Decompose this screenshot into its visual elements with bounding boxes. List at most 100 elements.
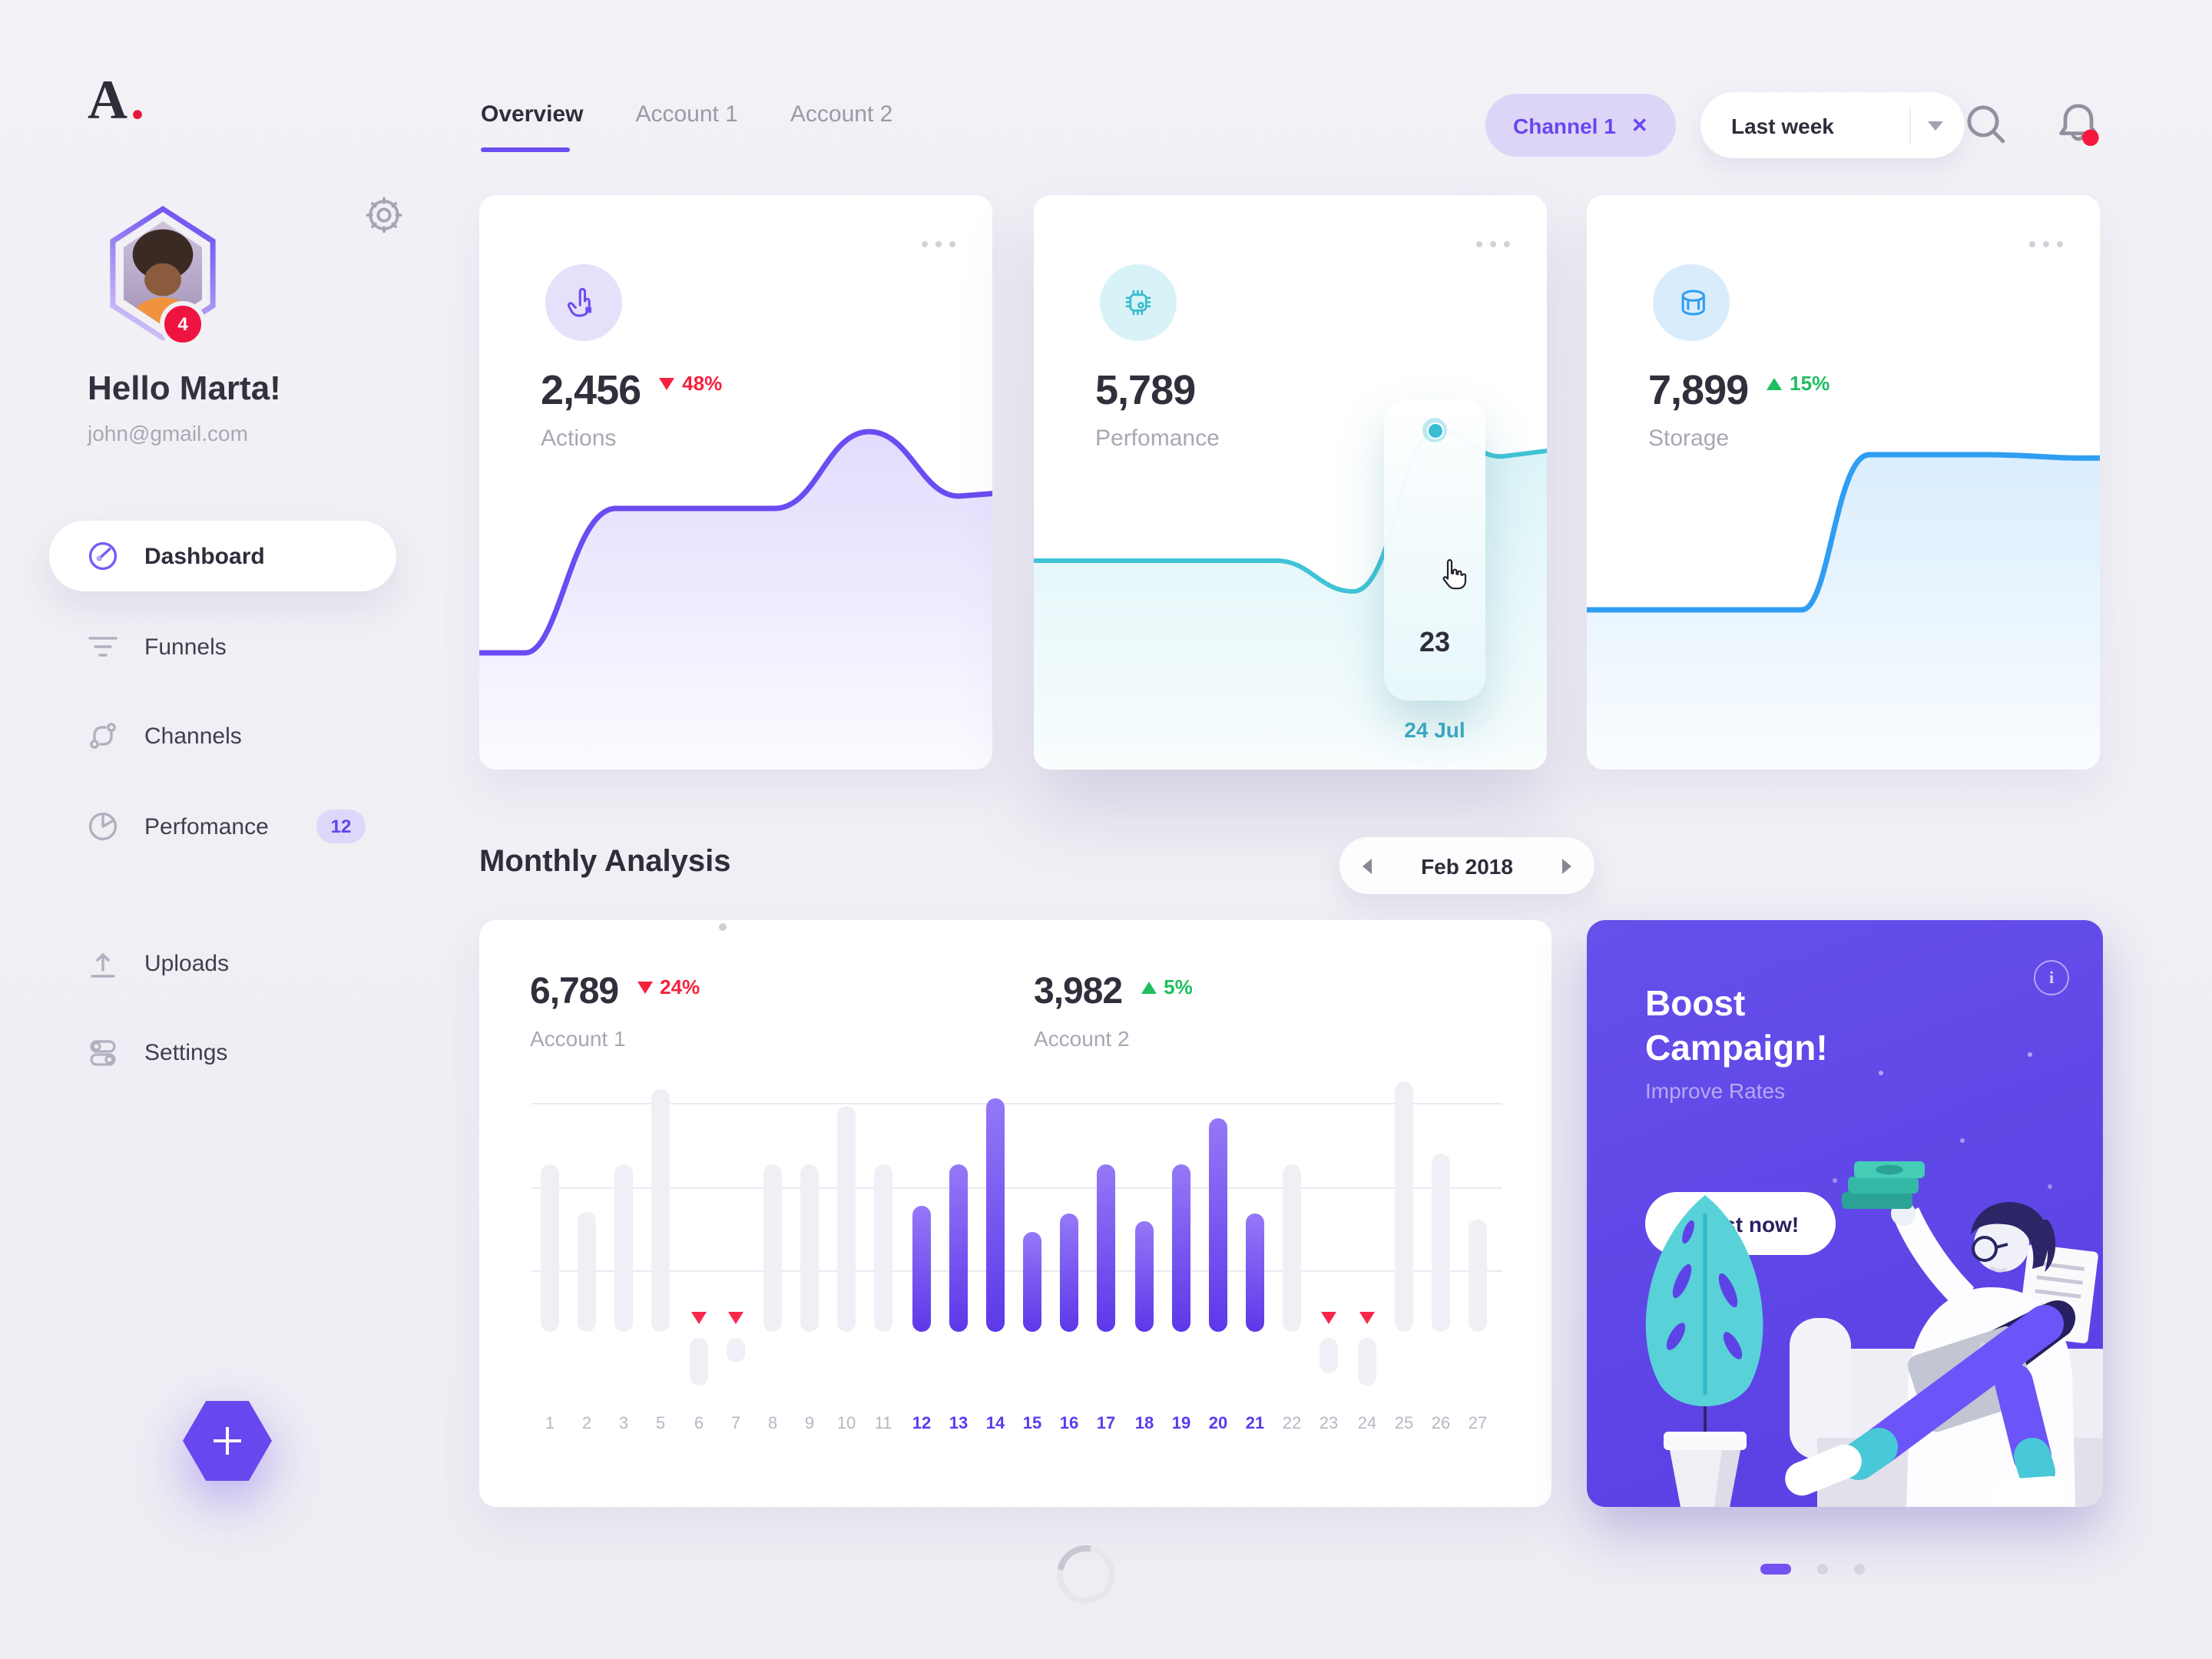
actions-tap-icon bbox=[545, 264, 622, 341]
campaign-title: Boost Campaign! bbox=[1645, 982, 1828, 1071]
chart-point-marker bbox=[1422, 418, 1447, 442]
chart-bar-day-20 bbox=[1209, 1118, 1227, 1332]
day-label: 15 bbox=[1022, 1415, 1042, 1433]
day-label: 22 bbox=[1282, 1415, 1302, 1433]
day-label: 18 bbox=[1134, 1415, 1154, 1433]
tab-account-2[interactable]: Account 2 bbox=[790, 101, 893, 127]
delta-arrow-icon bbox=[1141, 981, 1157, 993]
gridline bbox=[531, 1187, 1502, 1189]
chart-bar-day-27 bbox=[1469, 1220, 1487, 1332]
info-icon[interactable]: i bbox=[2034, 960, 2069, 995]
card-handle-dot bbox=[719, 923, 727, 931]
delta-text: 24% bbox=[660, 975, 700, 998]
search-icon[interactable] bbox=[1962, 100, 2011, 149]
chart-bar-day-19 bbox=[1172, 1164, 1190, 1332]
chart-bar-day-5 bbox=[651, 1089, 670, 1332]
storage-label: Storage bbox=[1648, 426, 1730, 452]
actions-area-chart bbox=[479, 429, 992, 770]
sidebar-item-label: Uploads bbox=[144, 950, 230, 976]
day-label: 23 bbox=[1319, 1415, 1339, 1433]
account-1-value: 6,789 bbox=[530, 971, 619, 1012]
sidebar-item-settings[interactable]: Settings bbox=[49, 1017, 396, 1088]
sidebar-item-uploads[interactable]: Uploads bbox=[49, 928, 396, 998]
campaign-illustration bbox=[1645, 1161, 2103, 1507]
sidebar-item-label: Perfomance bbox=[144, 813, 269, 839]
channel-filter-chip[interactable]: Channel 1 ✕ bbox=[1485, 94, 1676, 157]
day-label: 25 bbox=[1394, 1415, 1414, 1433]
cursor-hand-icon bbox=[1442, 558, 1467, 590]
add-new-button[interactable] bbox=[183, 1401, 272, 1481]
notifications-bell-icon[interactable] bbox=[2052, 97, 2101, 147]
chart-bar-day-22 bbox=[1283, 1164, 1301, 1332]
day-label: 27 bbox=[1468, 1415, 1488, 1433]
day-label: 20 bbox=[1208, 1415, 1228, 1433]
prev-month-icon[interactable] bbox=[1363, 858, 1372, 873]
chart-bar-day-7 bbox=[727, 1338, 745, 1363]
chart-bar-day-23 bbox=[1320, 1338, 1338, 1373]
performance-count-badge: 12 bbox=[316, 810, 366, 843]
loading-spinner bbox=[1045, 1534, 1127, 1615]
chart-bar-day-16 bbox=[1060, 1214, 1078, 1332]
brand-logo-letter: A bbox=[88, 69, 127, 131]
monthly-bar-chart bbox=[531, 1081, 1502, 1386]
perfomance-chip-icon bbox=[1100, 264, 1177, 341]
card-menu-ellipsis[interactable] bbox=[2029, 241, 2063, 247]
delta-text: 15% bbox=[1790, 372, 1830, 395]
day-label: 9 bbox=[804, 1415, 815, 1433]
settings-gear-icon[interactable] bbox=[363, 194, 406, 237]
card-menu-ellipsis[interactable] bbox=[1476, 241, 1510, 247]
chart-bar-day-18 bbox=[1135, 1221, 1154, 1332]
actions-value: 2,456 bbox=[541, 367, 641, 413]
storage-stat-card: 7,899 15% Storage bbox=[1587, 195, 2100, 770]
select-divider bbox=[1909, 107, 1911, 144]
tab-account-1[interactable]: Account 1 bbox=[635, 101, 738, 127]
account-2-delta: 5% bbox=[1141, 975, 1193, 998]
perfomance-value: 5,789 bbox=[1095, 367, 1196, 413]
chart-bar-day-2 bbox=[578, 1212, 596, 1332]
period-select[interactable]: Last week bbox=[1700, 92, 1965, 158]
storage-cylinder-icon bbox=[1653, 264, 1730, 341]
performance-pie-icon bbox=[88, 812, 118, 841]
notification-count-badge: 4 bbox=[160, 301, 206, 347]
pagination-dot[interactable] bbox=[1817, 1564, 1828, 1575]
sidebar-item-perfomance[interactable]: Perfomance 12 bbox=[49, 791, 396, 862]
day-label: 10 bbox=[836, 1415, 856, 1433]
campaign-title-line2: Campaign! bbox=[1645, 1028, 1828, 1068]
tab-overview[interactable]: Overview bbox=[481, 101, 583, 152]
monthly-analysis-title: Monthly Analysis bbox=[479, 845, 731, 879]
card-menu-ellipsis[interactable] bbox=[922, 241, 955, 247]
day-label: 26 bbox=[1431, 1415, 1451, 1433]
monthly-analysis-card: 6,789 24% Account 1 3,982 5% Account 2 bbox=[479, 920, 1551, 1507]
day-label: 6 bbox=[694, 1415, 704, 1433]
campaign-subtitle: Improve Rates bbox=[1645, 1078, 1786, 1103]
tooltip-date: 24 Jul bbox=[1404, 717, 1465, 742]
pagination-dot[interactable] bbox=[1854, 1564, 1865, 1575]
month-pager-value: Feb 2018 bbox=[1421, 853, 1513, 878]
pagination-dot-active[interactable] bbox=[1760, 1564, 1791, 1575]
sidebar-item-label: Funnels bbox=[144, 634, 227, 660]
chip-label: Channel 1 bbox=[1513, 113, 1616, 137]
next-month-icon[interactable] bbox=[1562, 858, 1571, 873]
tooltip-value: 23 bbox=[1419, 627, 1451, 657]
sidebar-item-funnels[interactable]: Funnels bbox=[49, 611, 396, 682]
bell-unread-dot bbox=[2082, 129, 2099, 147]
brand-logo: A. bbox=[88, 68, 144, 132]
month-pager[interactable]: Feb 2018 bbox=[1339, 837, 1594, 894]
storage-delta: 15% bbox=[1767, 372, 1830, 395]
storage-area-chart bbox=[1587, 452, 2100, 770]
perfomance-stat-card: 5,789 Perfomance 23 24 Jul bbox=[1034, 195, 1547, 770]
banner-pagination bbox=[1760, 1564, 1865, 1575]
gridline bbox=[531, 1103, 1502, 1104]
chip-close-icon[interactable]: ✕ bbox=[1631, 113, 1648, 136]
gridline bbox=[531, 1270, 1502, 1272]
chart-bar-day-15 bbox=[1023, 1232, 1041, 1332]
chart-bar-day-10 bbox=[837, 1106, 856, 1332]
sidebar-item-label: Channels bbox=[144, 723, 242, 749]
chart-bar-day-26 bbox=[1432, 1154, 1450, 1332]
sidebar-item-dashboard[interactable]: Dashboard bbox=[49, 521, 396, 591]
sidebar-item-channels[interactable]: Channels bbox=[49, 700, 396, 771]
delta-arrow-icon bbox=[637, 981, 653, 993]
drop-marker-icon bbox=[1321, 1312, 1336, 1324]
chart-bar-day-12 bbox=[912, 1206, 931, 1332]
brand-logo-dot: . bbox=[131, 69, 144, 131]
